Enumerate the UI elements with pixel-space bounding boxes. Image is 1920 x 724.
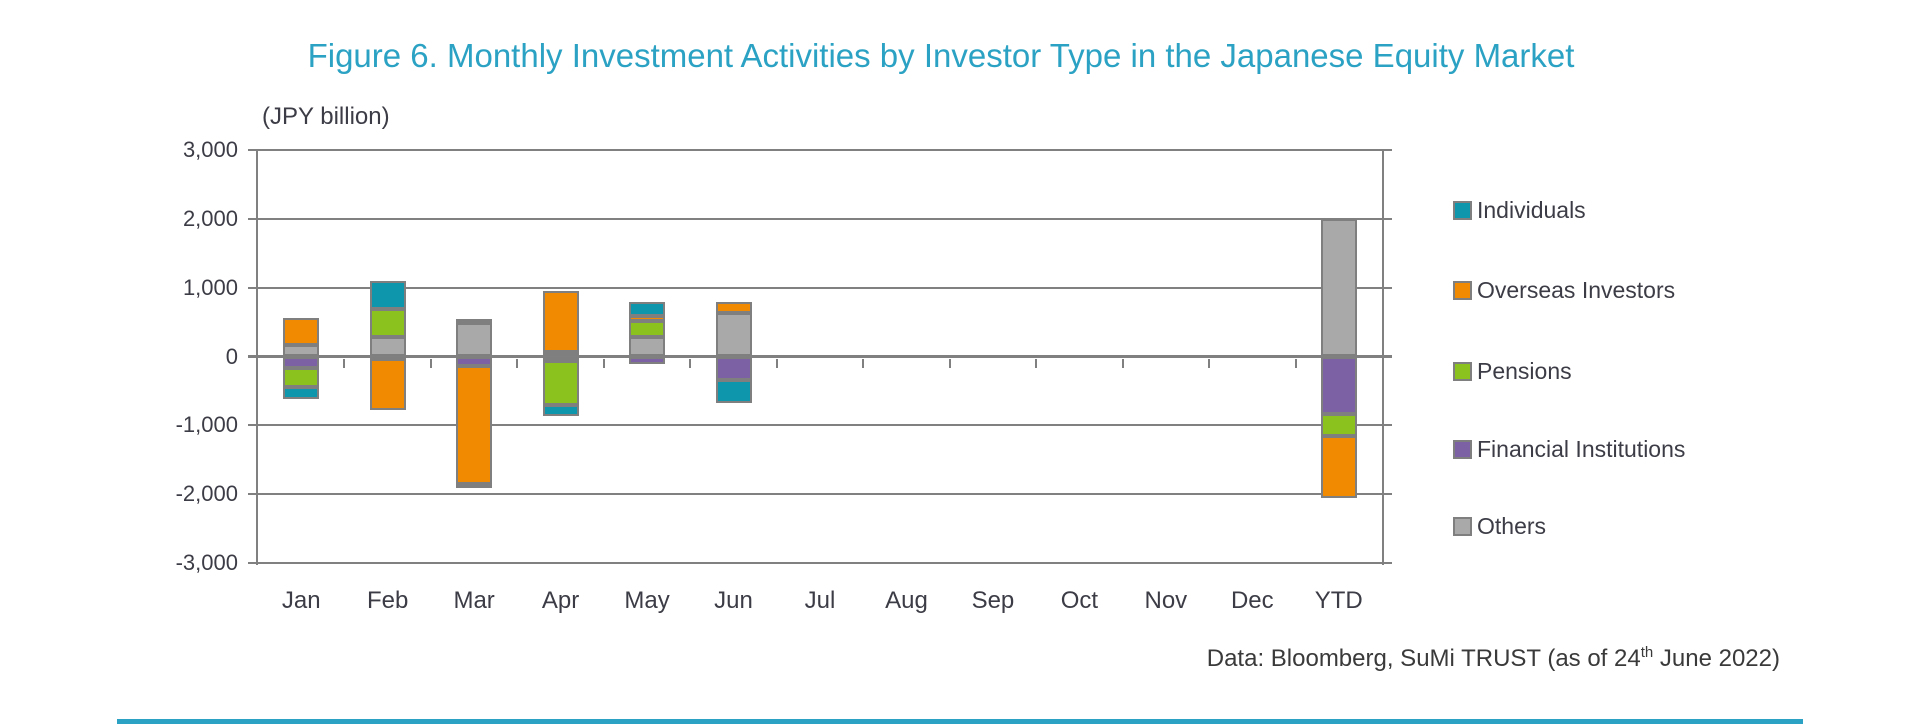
x-axis-tick [1208,358,1211,368]
legend-swatch-icon [1453,280,1472,300]
y-axis-label: 0 [225,343,238,369]
source-note: Data: Bloomberg, SuMi TRUST (as of 24th … [0,644,1780,673]
bar-segment-pensions-feb [369,309,406,337]
bar-segment-pensions-jan [283,367,320,388]
bar-segment-overseas-investors-mar [456,365,493,485]
x-axis-tick [1035,358,1038,368]
gridline [248,562,1392,564]
bar-segment-overseas-investors-apr [542,291,579,352]
bar-segment-overseas-investors-may [629,315,666,321]
bar-segment-others-jun [715,312,752,357]
bar-segment-individuals-apr [542,405,579,417]
bar-segment-pensions-apr [542,360,579,406]
gridline [248,149,1392,151]
x-axis-label: Oct [1060,587,1099,614]
bar-segment-pensions-mar [456,319,493,324]
axis-unit-label: (JPY billion) [262,103,390,130]
gridline [248,217,1392,220]
bar-segment-financial-institutions-jun [715,356,752,380]
bar-segment-financial-institutions-apr [542,356,579,361]
legend-swatch-icon [1453,200,1472,220]
bar-segment-overseas-investors-ytd [1320,436,1357,498]
y-axis-label: 2,000 [182,205,238,231]
x-axis-label: Aug [885,587,928,614]
bar-segment-pensions-ytd [1320,413,1357,437]
y-axis-label: -2,000 [175,481,238,507]
x-axis-label: Dec [1230,587,1274,614]
page-footer-rule [117,719,1803,724]
x-axis-label: May [624,587,670,614]
bar-segment-individuals-jun [715,379,752,403]
x-axis-tick [429,358,432,368]
x-axis-tick [689,358,692,368]
x-axis-tick [1121,358,1124,368]
y-axis-label: -1,000 [175,412,238,438]
legend-label: Others [1477,512,1547,539]
x-axis-label: Jun [714,587,753,614]
x-axis-label: Nov [1144,587,1188,614]
legend-label: Financial Institutions [1477,435,1686,462]
x-axis-tick [775,358,778,368]
legend-label: Pensions [1477,357,1572,384]
legend-label: Overseas Investors [1477,276,1676,303]
source-text-suffix: June 2022) [1653,645,1780,672]
y-axis-label: 3,000 [182,137,238,162]
x-axis-label: Jul [804,587,836,614]
x-axis-label: Jan [281,587,321,614]
bar-segment-others-jan [283,345,320,357]
legend-swatch-icon [1453,439,1472,459]
bar-segment-others-mar [456,322,493,357]
y-axis-label: -3,000 [175,550,238,575]
legend-item-others: Others [1453,513,1546,539]
bar-segment-others-may [629,336,666,357]
legend-item-overseas-investors: Overseas Investors [1453,277,1675,303]
legend-item-pensions: Pensions [1453,358,1572,384]
source-superscript: th [1640,644,1654,661]
legend-swatch-icon [1453,361,1472,381]
bar-segment-financial-institutions-ytd [1320,356,1357,414]
x-axis-label: Mar [453,587,495,614]
bar-segment-individuals-feb [369,281,406,310]
bar-segment-individuals-jan [283,387,320,400]
bar-segment-others-apr [542,351,579,357]
gridline [248,286,1392,289]
bar-segment-financial-institutions-may [629,356,666,365]
gridline [248,493,1392,496]
bar-segment-pensions-may [629,320,666,337]
legend-swatch-icon [1453,516,1472,536]
bar-segment-others-feb [369,336,406,357]
bar-segment-financial-institutions-jan [283,356,320,368]
x-axis-label: YTD [1314,587,1363,614]
x-axis-tick [1294,358,1297,368]
bar-segment-overseas-investors-jan [283,317,320,346]
zero-gridline [248,355,1392,358]
x-axis-label: Sep [971,587,1015,614]
x-axis-tick [516,358,519,368]
x-axis-label: Apr [541,587,580,614]
bar-segment-others-ytd [1320,218,1357,357]
bar-segment-individuals-may [629,301,666,316]
bar-segment-overseas-investors-jun [715,301,752,313]
y-axis-label: 1,000 [182,274,238,300]
legend-item-financial-institutions: Financial Institutions [1453,436,1685,462]
x-axis-label: Feb [367,587,409,614]
bar-segment-individuals-mar [456,484,493,489]
source-text: Data: Bloomberg, SuMi TRUST (as of 24 [1206,645,1641,672]
bar-segment-overseas-investors-feb [369,358,406,411]
x-axis-tick [343,358,346,368]
x-axis-tick [862,358,865,368]
bar-segment-financial-institutions-mar [456,356,493,366]
chart-title: Figure 6. Monthly Investment Activities … [307,37,1575,74]
gridline [248,424,1392,427]
legend-label: Individuals [1477,196,1586,223]
legend-item-individuals: Individuals [1453,197,1586,223]
right-border-line [1382,149,1384,565]
x-axis-tick [602,358,605,368]
x-axis-tick [948,358,951,368]
y-axis-line [256,149,258,565]
